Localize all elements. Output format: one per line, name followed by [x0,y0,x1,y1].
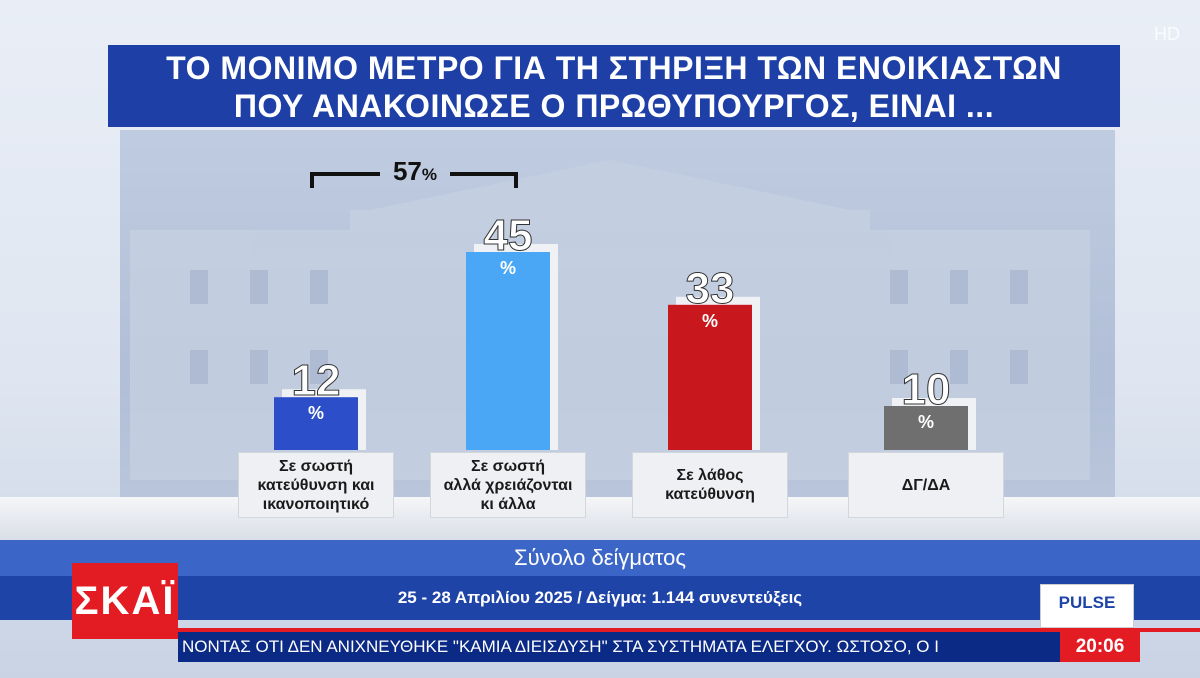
category-label-line: ικανοποιητικό [262,495,370,513]
category-label-line: Σε σωστή [279,457,353,475]
bracket-unit: % [421,165,438,184]
category-label-0: Σε σωστή κατεύθυνση και ικανοποιητικό [238,452,394,518]
data-label-1: 45 [484,211,533,260]
data-label-2: 33 [686,264,735,313]
bracket-value: 57 [392,156,422,186]
title-line-1: ΤΟ ΜΟΝΙΜΟ ΜΕΤΡΟ ΓΙΑ ΤΗ ΣΤΗΡΙΞΗ ΤΩΝ ΕΝΟΙΚ… [166,50,1062,86]
category-label-1: Σε σωστή αλλά χρειάζονται κι άλλα [430,452,586,518]
bar-2 [668,304,752,450]
category-label-3: ΔΓ/ΔΑ [848,452,1004,518]
pulse-logo: PULSE [1040,584,1134,628]
hd-badge: HD [1154,24,1180,44]
category-label-line: Σε λάθος [676,467,744,484]
news-ticker: ΝΟΝΤΑΣ ΟΤΙ ΔΕΝ ΑΝΙΧΝΕΥΘΗΚΕ "ΚΑΜΙΑ ΔΙΕΙΣΔ… [178,632,1060,662]
bracket-label: 57% [380,156,450,187]
category-label-line: κατεύθυνση [665,486,755,503]
bar-0 [274,397,358,450]
data-unit-2: % [702,311,718,331]
category-label-2: Σε λάθος κατεύθυνση [632,452,788,518]
channel-logo: ΣΚΑΪ [72,563,178,639]
title-line-2: ΠΟΥ ΑΝΑΚΟΙΝΩΣΕ Ο ΠΡΩΘΥΠΟΥΡΓΟΣ, ΕΙΝΑΙ ... [233,88,995,124]
data-unit-0: % [308,403,324,423]
bar-3 [884,406,968,450]
data-unit-3: % [918,412,934,432]
floor-strip [0,497,1200,542]
category-label-line: ΔΓ/ΔΑ [901,476,951,494]
chart-title: ΤΟ ΜΟΝΙΜΟ ΜΕΤΡΟ ΓΙΑ ΤΗ ΣΤΗΡΙΞΗ ΤΩΝ ΕΝΟΙΚ… [108,45,1120,127]
ticker-stripe [178,628,1200,632]
category-label-line: αλλά χρειάζονται [443,476,573,494]
sample-label: Σύνολο δείγματος [0,540,1200,576]
category-label-line: Σε σωστή [471,457,545,475]
bar-1 [466,252,550,450]
data-label-0: 12 [292,356,341,405]
category-label-line: κι άλλα [480,495,536,513]
clock: 20:06 [1060,632,1140,662]
combined-bracket [310,166,518,190]
data-label-3: 10 [902,365,951,414]
category-label-line: κατεύθυνση και [257,476,375,494]
data-unit-1: % [500,258,516,278]
date-line: 25 - 28 Απριλίου 2025 / Δείγμα: 1.144 συ… [0,576,1200,620]
